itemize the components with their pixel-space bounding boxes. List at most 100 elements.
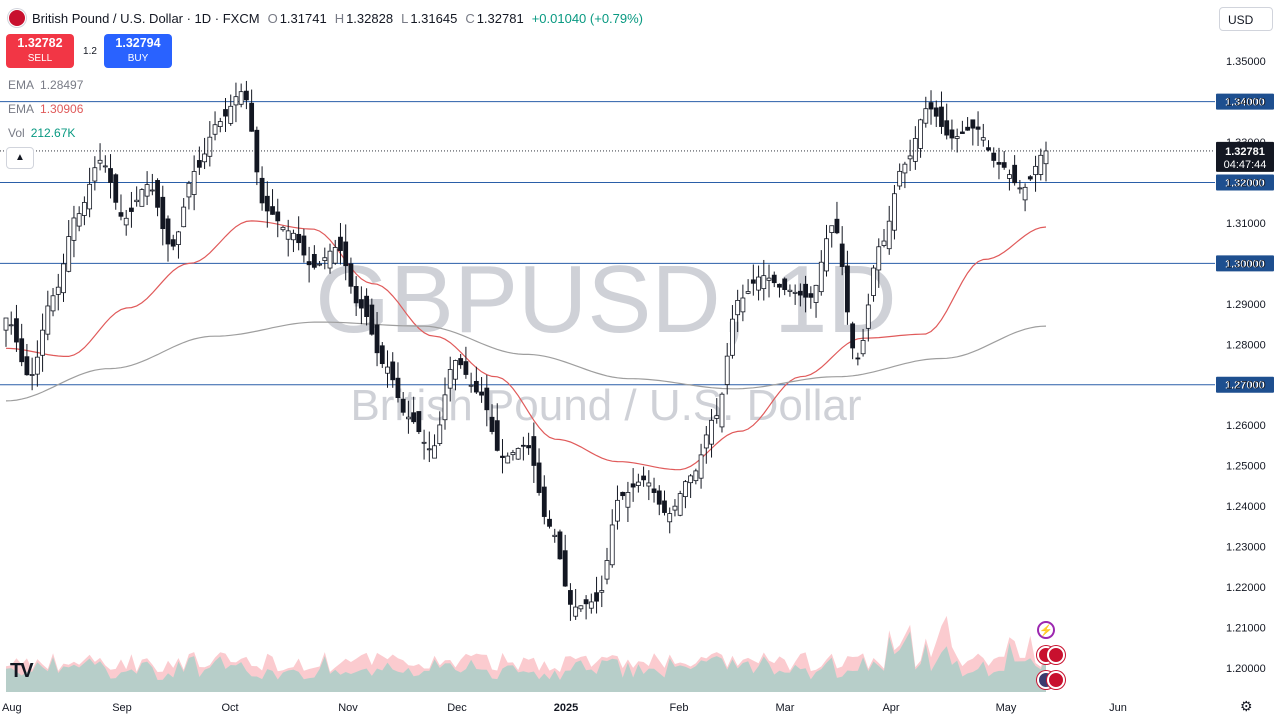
high-label: H <box>334 10 345 26</box>
y-tick-label: 1.34000 <box>1226 97 1266 109</box>
candle-up <box>406 416 411 420</box>
ema-fast-line <box>5 220 1047 471</box>
candle-up <box>740 297 746 313</box>
candle-down <box>656 490 662 505</box>
candle-up <box>447 369 453 389</box>
candle-down <box>155 180 160 208</box>
y-tick-label: 1.25000 <box>1226 461 1266 473</box>
uk-flag-event-icon[interactable] <box>1047 646 1065 664</box>
candle-up <box>421 441 427 444</box>
lightning-event-icon[interactable]: ⚡ <box>1037 621 1055 639</box>
candle-up <box>865 304 871 329</box>
candle-down <box>630 483 636 488</box>
watermark-name: British Pound / U.S. Dollar <box>350 381 861 430</box>
low-value: 1.31645 <box>410 10 458 26</box>
candle-up <box>876 246 882 271</box>
candle-up <box>149 189 155 192</box>
candle-up <box>588 601 594 609</box>
candle-up <box>897 170 903 187</box>
candle-up <box>1033 165 1038 176</box>
candle-down <box>500 455 505 458</box>
candle-up <box>144 184 150 197</box>
candle-up <box>87 183 93 210</box>
symbol-title[interactable]: British Pound / U.S. Dollar · 1D · FXCM <box>32 10 260 26</box>
buy-button[interactable]: 1.32794 BUY <box>104 34 172 68</box>
level-price-label: 1.27000 <box>1225 380 1265 392</box>
tradingview-logo-icon[interactable]: TV <box>10 660 34 682</box>
candle-up <box>667 513 673 523</box>
candle-down <box>536 462 542 493</box>
candle-up <box>212 124 218 135</box>
candle-down <box>970 119 976 129</box>
candle-up <box>1038 154 1044 175</box>
candle-down <box>1027 176 1033 180</box>
candle-up <box>327 250 333 269</box>
candle-down <box>808 293 814 298</box>
candle-down <box>24 356 30 376</box>
candle-down <box>244 90 249 101</box>
candle-up <box>745 291 751 294</box>
candle-down <box>223 109 228 117</box>
candle-up <box>29 374 35 376</box>
sell-button[interactable]: 1.32782 SELL <box>6 34 74 68</box>
volume-value: 212.67K <box>30 126 76 140</box>
candle-down <box>479 391 484 396</box>
candle-up <box>688 475 694 484</box>
candle-down <box>374 324 380 354</box>
candle-up <box>285 230 291 240</box>
level-price-tag <box>1216 376 1274 393</box>
high-value: 1.32828 <box>346 10 394 26</box>
candle-up <box>442 394 448 421</box>
candle-up <box>677 493 683 516</box>
candle-up <box>829 225 835 233</box>
countdown-label: 04:47:44 <box>1224 159 1267 171</box>
uk-flag-event-icon[interactable] <box>1047 671 1065 689</box>
candle-down <box>583 599 589 605</box>
candle-down <box>834 218 840 234</box>
ema-slow-legend[interactable]: EMA 1.28497 <box>8 78 83 92</box>
candle-down <box>463 361 469 375</box>
candle-down <box>369 304 375 335</box>
y-tick-label: 1.27000 <box>1226 380 1266 392</box>
ema-slow-value: 1.28497 <box>40 78 84 92</box>
level-price-tag <box>1216 93 1274 110</box>
candle-down <box>348 263 354 287</box>
candle-up <box>578 605 584 610</box>
currency-button[interactable]: USD <box>1219 7 1273 31</box>
y-tick-label: 1.21000 <box>1226 622 1266 634</box>
candle-up <box>186 182 192 198</box>
candle-down <box>1001 162 1007 168</box>
candle-down <box>991 152 997 161</box>
low-label: L <box>401 10 409 26</box>
candle-up <box>604 560 610 580</box>
candle-up <box>34 356 40 375</box>
candle-down <box>108 168 113 183</box>
candle-up <box>907 155 913 160</box>
candle-up <box>81 202 87 216</box>
candle-up <box>824 238 829 272</box>
candle-down <box>311 254 317 268</box>
candle-down <box>562 550 568 587</box>
ema-fast-legend[interactable]: EMA 1.30906 <box>8 102 83 116</box>
y-tick-label: 1.26000 <box>1226 420 1266 432</box>
volume-legend[interactable]: Vol 212.67K <box>8 126 75 140</box>
candle-down <box>400 398 406 413</box>
candle-down <box>845 265 850 313</box>
settings-gear-icon[interactable]: ⚙ <box>1240 698 1253 714</box>
candle-down <box>129 207 134 212</box>
candle-up <box>813 284 819 303</box>
candle-up <box>552 534 558 537</box>
ema-slow-line <box>5 321 1047 402</box>
ema-fast-name: EMA <box>8 102 35 116</box>
chevron-up-icon: ▲ <box>15 152 25 163</box>
candle-down <box>338 236 343 251</box>
collapse-legend-button[interactable]: ▲ <box>6 147 34 169</box>
candle-down <box>270 206 275 215</box>
candle-up <box>599 590 605 593</box>
candle-up <box>766 277 772 281</box>
candle-up <box>693 470 699 482</box>
candle-up <box>102 165 108 168</box>
candle-up <box>792 291 798 294</box>
volume-name: Vol <box>8 126 25 140</box>
